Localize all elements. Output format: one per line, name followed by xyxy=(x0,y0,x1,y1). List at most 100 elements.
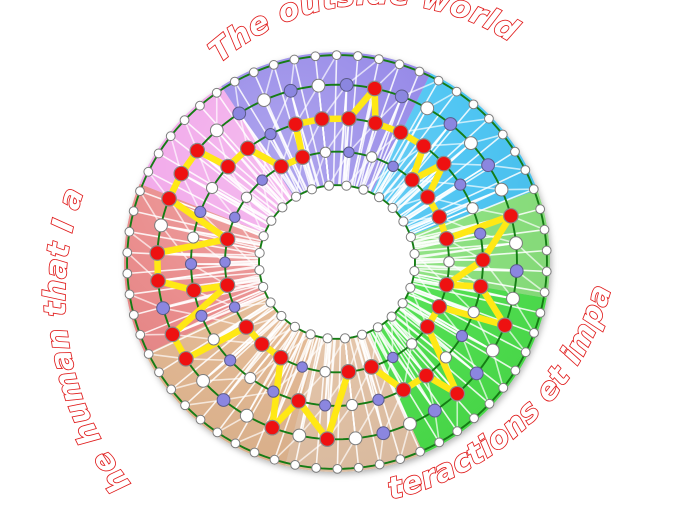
node-white[interactable] xyxy=(451,86,462,97)
node-violet[interactable] xyxy=(455,329,469,343)
node-red-highlight[interactable] xyxy=(366,80,383,97)
node-violet[interactable] xyxy=(387,351,399,364)
node-red-highlight[interactable] xyxy=(473,278,489,295)
node-red-highlight[interactable] xyxy=(431,209,448,225)
node-white[interactable] xyxy=(143,349,154,359)
node-white[interactable] xyxy=(352,51,363,61)
node-red-highlight[interactable] xyxy=(149,245,166,261)
node-white[interactable] xyxy=(520,165,531,175)
node-red-highlight[interactable] xyxy=(415,138,432,154)
node-red-highlight[interactable] xyxy=(340,363,357,380)
node-white[interactable] xyxy=(452,426,463,437)
node-white[interactable] xyxy=(128,309,139,320)
node-white[interactable] xyxy=(541,266,552,277)
node-red-highlight[interactable] xyxy=(290,393,307,409)
node-white[interactable] xyxy=(154,218,168,233)
node-white[interactable] xyxy=(434,437,445,448)
node-violet[interactable] xyxy=(219,256,231,268)
node-white[interactable] xyxy=(387,202,398,214)
node-red-highlight[interactable] xyxy=(503,208,519,224)
node-violet[interactable] xyxy=(443,117,458,131)
node-white[interactable] xyxy=(414,66,425,77)
node-white[interactable] xyxy=(439,351,453,364)
node-white[interactable] xyxy=(153,148,164,159)
node-red-highlight[interactable] xyxy=(418,367,434,384)
node-white[interactable] xyxy=(254,247,265,259)
node-white[interactable] xyxy=(196,373,210,388)
node-white[interactable] xyxy=(322,333,333,344)
node-white[interactable] xyxy=(209,123,224,138)
node-red-highlight[interactable] xyxy=(294,149,311,165)
node-violet[interactable] xyxy=(319,399,332,412)
node-red-highlight[interactable] xyxy=(178,351,194,367)
node-red-highlight[interactable] xyxy=(419,318,436,335)
node-white[interactable] xyxy=(467,305,480,319)
node-white[interactable] xyxy=(230,438,241,449)
node-white[interactable] xyxy=(397,298,408,309)
node-white[interactable] xyxy=(211,87,222,98)
node-red-highlight[interactable] xyxy=(392,124,409,141)
node-white[interactable] xyxy=(122,268,133,279)
node-white[interactable] xyxy=(433,75,444,86)
node-white[interactable] xyxy=(135,329,146,340)
node-white[interactable] xyxy=(269,454,280,465)
node-white[interactable] xyxy=(268,60,279,70)
node-red-highlight[interactable] xyxy=(419,189,436,205)
node-white[interactable] xyxy=(443,256,455,268)
node-red-highlight[interactable] xyxy=(395,382,412,398)
node-white[interactable] xyxy=(373,192,385,203)
node-white[interactable] xyxy=(484,113,494,124)
node-violet[interactable] xyxy=(283,83,298,98)
node-white[interactable] xyxy=(541,245,552,256)
node-red-highlight[interactable] xyxy=(273,158,289,175)
node-white[interactable] xyxy=(485,343,500,358)
node-violet[interactable] xyxy=(427,403,442,418)
node-white[interactable] xyxy=(509,236,523,251)
node-white[interactable] xyxy=(539,224,550,235)
node-red-highlight[interactable] xyxy=(219,277,236,293)
node-white[interactable] xyxy=(494,182,509,197)
node-white[interactable] xyxy=(372,322,383,333)
node-white[interactable] xyxy=(415,446,426,457)
node-white[interactable] xyxy=(258,231,269,242)
node-red-highlight[interactable] xyxy=(341,110,357,127)
node-white[interactable] xyxy=(124,289,135,300)
node-white[interactable] xyxy=(403,416,417,431)
node-white[interactable] xyxy=(323,180,335,191)
node-violet[interactable] xyxy=(454,178,467,191)
node-white[interactable] xyxy=(257,93,271,108)
node-red-highlight[interactable] xyxy=(314,111,330,127)
node-violet[interactable] xyxy=(229,211,241,223)
node-white[interactable] xyxy=(248,67,259,78)
node-violet[interactable] xyxy=(481,158,495,173)
node-violet[interactable] xyxy=(469,366,484,381)
node-white[interactable] xyxy=(319,146,332,158)
node-white[interactable] xyxy=(535,307,546,318)
node-white[interactable] xyxy=(187,231,200,244)
node-red-highlight[interactable] xyxy=(367,115,384,131)
node-white[interactable] xyxy=(305,329,316,340)
node-violet[interactable] xyxy=(343,146,355,158)
node-red-highlight[interactable] xyxy=(186,282,202,299)
node-white[interactable] xyxy=(498,382,509,393)
node-red-highlight[interactable] xyxy=(287,116,304,132)
node-white[interactable] xyxy=(395,454,406,464)
node-white[interactable] xyxy=(292,428,307,443)
node-white[interactable] xyxy=(348,431,363,446)
node-violet[interactable] xyxy=(194,205,207,219)
node-white[interactable] xyxy=(266,215,277,226)
node-white[interactable] xyxy=(122,247,133,258)
node-red-highlight[interactable] xyxy=(238,319,255,335)
node-white[interactable] xyxy=(239,408,254,423)
node-white[interactable] xyxy=(510,365,521,376)
node-white[interactable] xyxy=(339,333,351,344)
node-violet[interactable] xyxy=(264,128,277,141)
node-white[interactable] xyxy=(212,427,223,438)
node-white[interactable] xyxy=(311,463,322,473)
node-white[interactable] xyxy=(311,78,326,93)
node-white[interactable] xyxy=(254,265,265,276)
node-white[interactable] xyxy=(195,414,206,425)
node-white[interactable] xyxy=(468,99,479,110)
node-white[interactable] xyxy=(398,216,409,227)
node-red-highlight[interactable] xyxy=(220,158,236,175)
